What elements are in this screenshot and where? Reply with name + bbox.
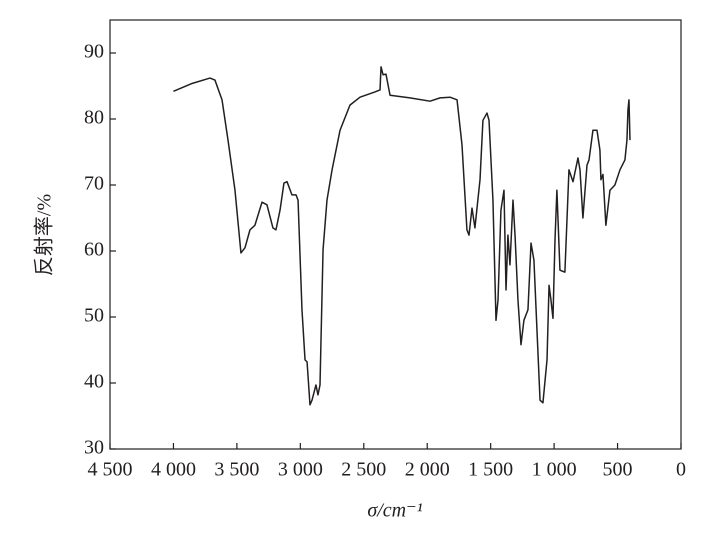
- x-tick-label: 4 500: [88, 459, 133, 481]
- x-tick-label: 4 000: [151, 459, 196, 481]
- y-tick-label: 30: [84, 437, 104, 459]
- y-tick-label: 50: [84, 305, 104, 327]
- x-axis-label: σ/cm⁻¹: [367, 500, 422, 522]
- x-tick-label: 1 000: [532, 459, 577, 481]
- x-tick-label: 2 500: [341, 459, 386, 481]
- y-tick-label: 40: [84, 371, 104, 393]
- x-tick-label: 3 000: [278, 459, 323, 481]
- plot-frame: [109, 19, 682, 450]
- x-tick-label: 1 500: [468, 459, 513, 481]
- spectrum-line: [173, 66, 631, 406]
- x-tick-label: 3 500: [214, 459, 259, 481]
- y-tick-label: 90: [84, 41, 104, 63]
- y-tick-label: 60: [84, 239, 104, 261]
- x-tick-label: 2 000: [405, 459, 450, 481]
- x-tick-label: 0: [676, 459, 686, 481]
- x-tick-label: 500: [603, 459, 633, 481]
- y-tick-label: 80: [84, 107, 104, 129]
- y-axis-label: 反射率/%: [33, 194, 56, 276]
- y-tick-label: 70: [84, 173, 104, 195]
